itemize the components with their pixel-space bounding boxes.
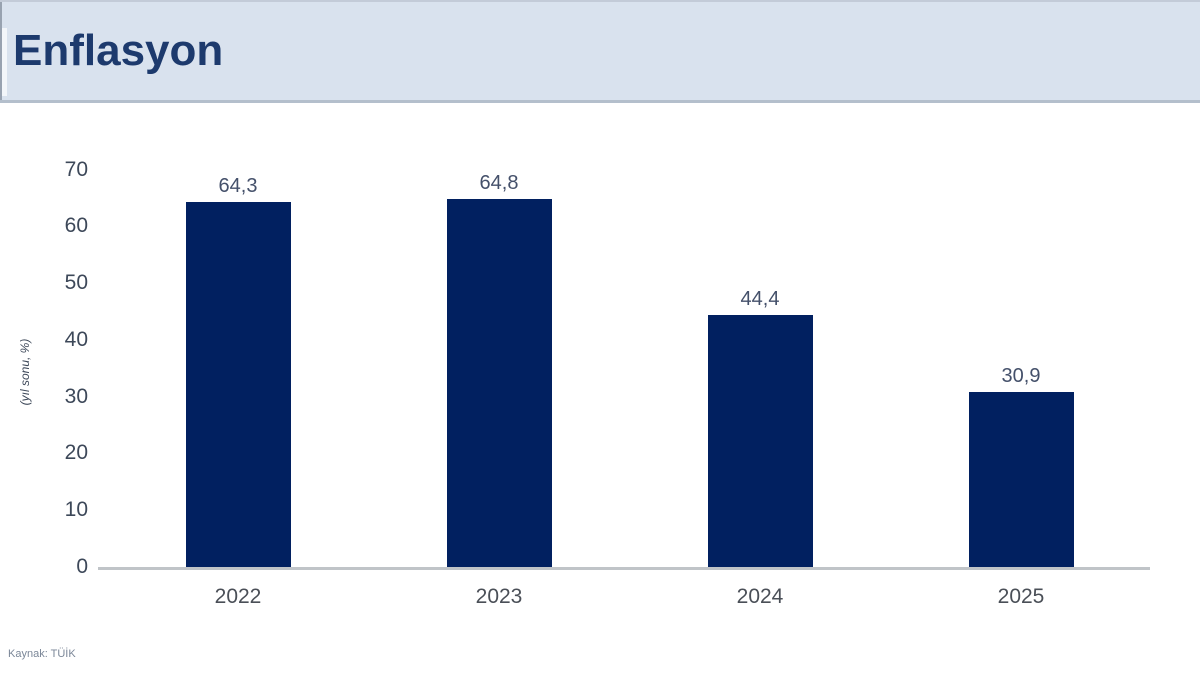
- y-axis-tick-20: 20: [64, 441, 88, 465]
- y-axis-title: (yıl sonu, %): [18, 338, 32, 406]
- x-axis-label-2025: 2025: [997, 585, 1045, 608]
- bar-value-label-2024: 44,4: [740, 287, 780, 310]
- y-axis-tick-50: 50: [64, 271, 88, 295]
- bar-2022: [185, 201, 291, 567]
- bar-value-label-2025: 30,9: [1001, 364, 1041, 387]
- bar-2025: [968, 391, 1074, 567]
- x-axis-line: [98, 567, 1150, 570]
- page-title: Enflasyon: [13, 26, 224, 75]
- page-header: Enflasyon: [0, 0, 1200, 103]
- x-axis-label-2024: 2024: [736, 585, 784, 608]
- y-axis-tick-10: 10: [64, 498, 88, 522]
- bar-2024: [707, 314, 813, 567]
- bar-2023: [446, 199, 552, 567]
- source-note: Kaynak: TÜİK: [8, 648, 76, 660]
- y-axis-tick-60: 60: [64, 214, 88, 238]
- x-axis-label-2023: 2023: [475, 585, 523, 608]
- x-axis-label-2022: 2022: [214, 585, 262, 608]
- y-axis-tick-30: 30: [64, 384, 88, 408]
- y-axis-tick-70: 70: [64, 157, 88, 181]
- bar-value-label-2023: 64,8: [479, 172, 519, 195]
- bar-value-label-2022: 64,3: [218, 174, 258, 197]
- y-axis-tick-40: 40: [64, 327, 88, 351]
- y-axis-tick-0: 0: [76, 555, 88, 578]
